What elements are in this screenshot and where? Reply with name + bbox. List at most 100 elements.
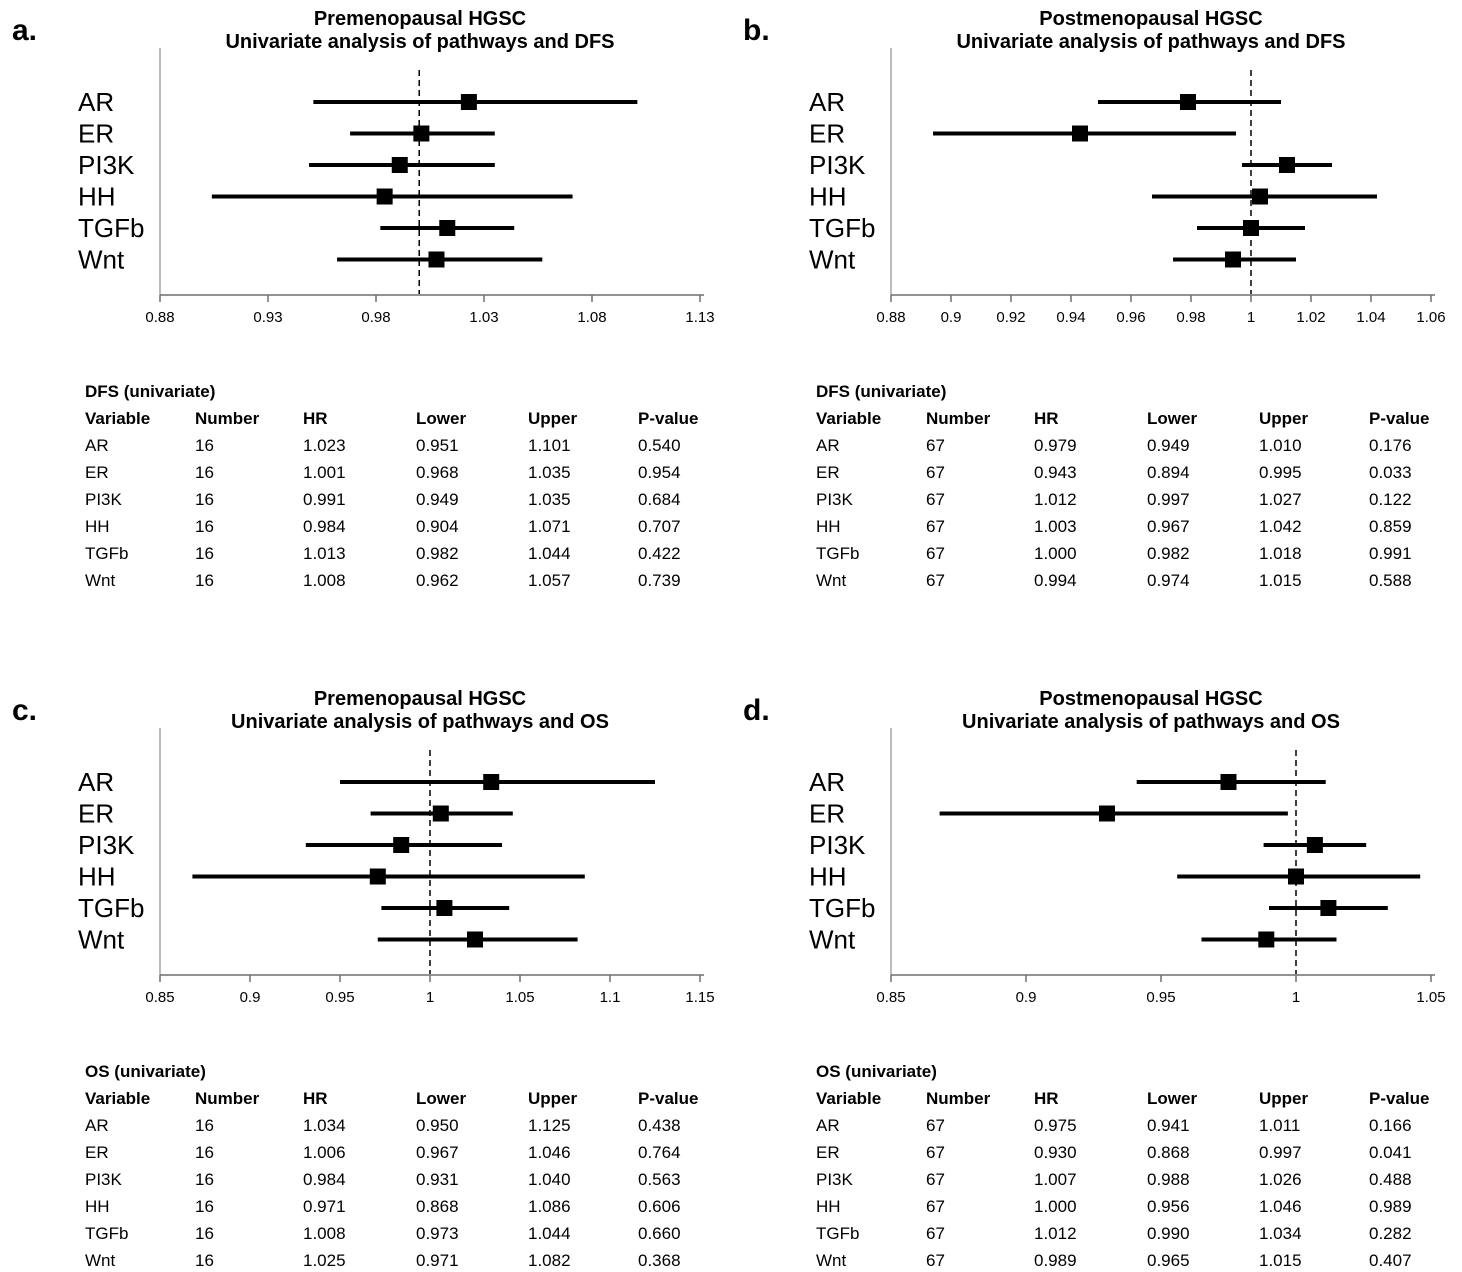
stats-table: OS (univariate) Variable Number HR Lower Uppe… bbox=[816, 1058, 1456, 1272]
table-header-cell: HR bbox=[303, 1089, 328, 1108]
table-cell: 0.894 bbox=[1147, 463, 1190, 482]
table-cell: 0.488 bbox=[1369, 1170, 1412, 1189]
table-cell: 1.015 bbox=[1259, 571, 1302, 590]
stats-table: DFS (univariate) Variable Number HR Lower Upp… bbox=[816, 378, 1456, 594]
table-cell: 0.282 bbox=[1369, 1224, 1412, 1243]
category-label: ER bbox=[78, 119, 114, 149]
table-cell: 0.984 bbox=[303, 1170, 346, 1189]
table-title: OS (univariate) bbox=[85, 1062, 206, 1081]
panel-label-d: d. bbox=[743, 694, 770, 727]
chart-subtitle: Univariate analysis of pathways and DFS bbox=[956, 31, 1346, 53]
table-cell: Wnt bbox=[816, 1251, 847, 1270]
x-tick-label: 0.9 bbox=[941, 309, 962, 326]
table-cell: 0.988 bbox=[1147, 1170, 1190, 1189]
chart-subtitle: Univariate analysis of pathways and OS bbox=[962, 711, 1340, 733]
table-cell: 0.931 bbox=[416, 1170, 459, 1189]
table-cell: 0.965 bbox=[1147, 1251, 1190, 1270]
table-cell: 0.438 bbox=[638, 1116, 681, 1135]
table-cell: 0.941 bbox=[1147, 1116, 1190, 1135]
table-cell: 67 bbox=[926, 517, 945, 536]
table-cell: 1.007 bbox=[1034, 1170, 1077, 1189]
hr-marker bbox=[1220, 774, 1237, 790]
chart-subtitle: Univariate analysis of pathways and DFS bbox=[225, 31, 615, 53]
x-tick-label: 1.03 bbox=[469, 309, 498, 326]
table-row: HH 67 1.003 0.967 1.042 0.859 bbox=[816, 513, 1456, 540]
x-tick-label: 0.85 bbox=[145, 989, 174, 1006]
hr-marker bbox=[432, 805, 449, 822]
chart-subtitle: Univariate analysis of pathways and OS bbox=[231, 711, 609, 733]
category-label: HH bbox=[809, 182, 847, 212]
table-header-row: Variable Number HR Lower Upper P-value bbox=[85, 1085, 725, 1112]
table-header-cell: Variable bbox=[85, 409, 151, 428]
table-cell: 0.176 bbox=[1369, 436, 1412, 455]
table-row: Wnt 16 1.025 0.971 1.082 0.368 bbox=[85, 1247, 725, 1272]
x-tick-label: 0.92 bbox=[996, 309, 1025, 326]
table-cell: 67 bbox=[926, 1143, 945, 1162]
table-cell: 0.739 bbox=[638, 571, 681, 590]
x-tick-label: 1 bbox=[1247, 309, 1255, 326]
category-label: PI3K bbox=[809, 830, 866, 860]
hr-marker bbox=[460, 94, 477, 110]
x-tick-label: 1 bbox=[1292, 989, 1300, 1006]
table-cell: Wnt bbox=[85, 571, 116, 590]
table-cell: 1.071 bbox=[528, 517, 571, 536]
table-cell: HH bbox=[85, 517, 110, 536]
table-cell: 67 bbox=[926, 1170, 945, 1189]
table-cell: 67 bbox=[926, 1224, 945, 1243]
table-cell: 16 bbox=[195, 517, 214, 536]
table-cell: ER bbox=[816, 463, 840, 482]
table-row: HH 16 0.984 0.904 1.071 0.707 bbox=[85, 513, 725, 540]
x-tick-label: 0.96 bbox=[1116, 309, 1145, 326]
table-header-cell: HR bbox=[1034, 409, 1059, 428]
table-cell: 0.982 bbox=[416, 544, 459, 563]
table-cell: 0.033 bbox=[1369, 463, 1412, 482]
x-tick-label: 0.98 bbox=[1176, 309, 1205, 326]
panel-c: c. Premenopausal HGSC Univariate analysi… bbox=[0, 680, 731, 1272]
table-cell: 0.973 bbox=[416, 1224, 459, 1243]
x-tick-label: 1.06 bbox=[1416, 309, 1445, 326]
table-cell: 1.044 bbox=[528, 1224, 571, 1243]
table-cell: 67 bbox=[926, 571, 945, 590]
table-cell: 16 bbox=[195, 544, 214, 563]
table-cell: 0.956 bbox=[1147, 1197, 1190, 1216]
table-cell: 1.023 bbox=[303, 436, 346, 455]
table-cell: 0.997 bbox=[1147, 490, 1190, 509]
panel-label-c: c. bbox=[12, 694, 38, 727]
table-cell: 0.166 bbox=[1369, 1116, 1412, 1135]
table-cell: 0.984 bbox=[303, 517, 346, 536]
table-row: HH 67 1.000 0.956 1.046 0.989 bbox=[816, 1193, 1456, 1220]
hr-marker bbox=[1180, 94, 1196, 110]
hr-marker bbox=[1225, 251, 1241, 268]
table-cell: 1.046 bbox=[1259, 1197, 1302, 1216]
table-cell: 0.950 bbox=[416, 1116, 459, 1135]
table-cell: 0.422 bbox=[638, 544, 681, 563]
table-header-cell: Upper bbox=[528, 1089, 578, 1108]
x-tick-label: 0.88 bbox=[145, 309, 174, 326]
table-row: AR 67 0.975 0.941 1.011 0.166 bbox=[816, 1112, 1456, 1139]
x-tick-label: 0.88 bbox=[876, 309, 905, 326]
table-cell: Wnt bbox=[816, 571, 847, 590]
table-cell: 0.563 bbox=[638, 1170, 681, 1189]
table-cell: 1.027 bbox=[1259, 490, 1302, 509]
x-tick-label: 0.95 bbox=[1146, 989, 1175, 1006]
table-cell: 16 bbox=[195, 463, 214, 482]
table-cell: 0.949 bbox=[1147, 436, 1190, 455]
x-tick-label: 0.94 bbox=[1056, 309, 1085, 326]
category-label: Wnt bbox=[809, 925, 856, 955]
table-row: AR 16 1.023 0.951 1.101 0.540 bbox=[85, 432, 725, 459]
table-row: Wnt 67 0.994 0.974 1.015 0.588 bbox=[816, 567, 1456, 594]
table-cell: 1.057 bbox=[528, 571, 571, 590]
table-cell: 1.011 bbox=[1259, 1116, 1301, 1135]
category-label: TGFb bbox=[78, 893, 144, 923]
category-label: PI3K bbox=[809, 150, 866, 180]
category-label: AR bbox=[78, 767, 114, 797]
table-cell: 0.540 bbox=[638, 436, 681, 455]
x-tick-label: 0.93 bbox=[253, 309, 282, 326]
hr-marker bbox=[1306, 837, 1323, 853]
table-cell: 1.008 bbox=[303, 571, 346, 590]
category-label: ER bbox=[809, 799, 845, 829]
x-tick-label: 1.05 bbox=[1416, 989, 1445, 1006]
table-cell: AR bbox=[816, 436, 840, 455]
